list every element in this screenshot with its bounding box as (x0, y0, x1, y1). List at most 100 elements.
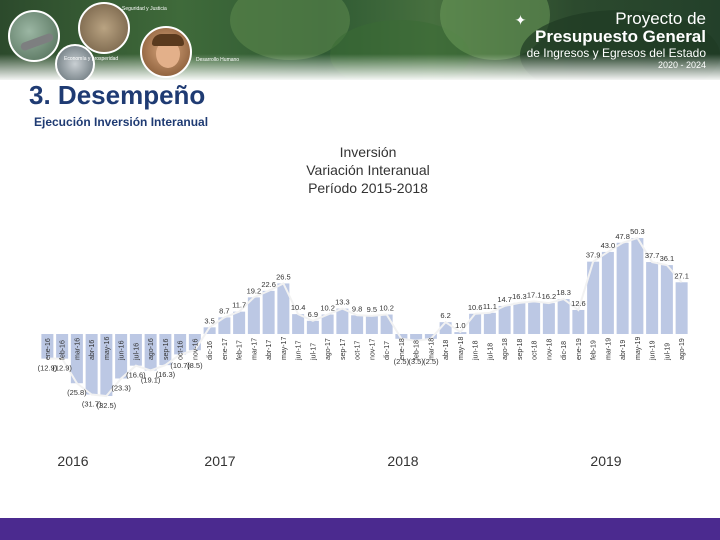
building-photo (78, 2, 130, 54)
x-tick-label: abr-16 (89, 340, 96, 360)
chart-bar (675, 282, 688, 334)
data-label: 11.1 (483, 302, 497, 311)
x-tick-label: jul-16 (133, 343, 140, 361)
x-tick-label: jul-19 (664, 343, 671, 361)
x-tick-label: feb-16 (60, 340, 67, 360)
data-label: 37.7 (645, 251, 660, 260)
x-tick-label: feb-19 (591, 340, 598, 360)
chart-bar (247, 297, 260, 334)
chart-bar (351, 315, 364, 334)
chart-bar (513, 302, 526, 334)
chart-bar (129, 334, 142, 366)
chart-bar (292, 314, 305, 334)
star-icon: ✦ (514, 12, 527, 28)
data-label: 37.9 (586, 251, 601, 260)
chart-bar (542, 303, 555, 334)
chart-bar (587, 261, 600, 334)
chart-title: Inversión Variación Interanual Período 2… (268, 143, 468, 197)
chart-bar (70, 334, 83, 384)
data-label: (12.9) (52, 364, 72, 373)
data-label: (2.5) (394, 357, 410, 366)
section-number: 3. (29, 80, 51, 110)
data-label: 6.2 (440, 311, 450, 320)
data-label: (12.9) (38, 364, 58, 373)
x-tick-label: dic-18 (561, 341, 568, 360)
logo-line-1: Proyecto de (615, 9, 706, 28)
logo-line-3: de Ingresos y Egresos del Estado (526, 46, 706, 60)
child-photo (140, 26, 192, 78)
data-label: (8.5) (187, 361, 203, 370)
data-label: (19.1) (141, 375, 161, 384)
data-label: 3.5 (204, 316, 214, 325)
x-tick-label: may-19 (635, 337, 642, 360)
chart-bar (424, 334, 437, 339)
year-label: 2017 (204, 453, 235, 469)
x-tick-label: nov-18 (546, 338, 553, 360)
x-tick-label: sep-18 (517, 338, 524, 360)
x-tick-label: mar-19 (605, 338, 612, 360)
x-tick-label: oct-17 (355, 340, 362, 360)
section-name: Desempeño (57, 80, 206, 110)
chart-bar (439, 322, 452, 334)
x-tick-label: oct-16 (178, 340, 185, 360)
chart-bar (601, 251, 614, 334)
chart-bar (572, 309, 585, 334)
data-label: (3.5) (408, 357, 424, 366)
chart-bar (365, 315, 378, 334)
data-label: 10.2 (379, 304, 394, 313)
chart-bar (483, 312, 496, 334)
year-label: 2018 (387, 453, 418, 469)
data-label: 9.8 (352, 304, 362, 313)
footer-bar (0, 518, 720, 540)
x-tick-label: ene-17 (222, 338, 229, 360)
x-tick-label: ago-18 (502, 338, 509, 360)
x-tick-label: may-16 (104, 337, 111, 360)
x-tick-label: jul-18 (487, 343, 494, 361)
chart-series-line (47, 236, 683, 398)
year-label: 2016 (57, 453, 88, 469)
x-tick-label: ago-19 (679, 338, 686, 360)
x-tick-label: ene-18 (399, 338, 406, 360)
banner-label-economy: Economía y prosperidad (64, 56, 119, 62)
data-label: 13.3 (335, 298, 350, 307)
data-label: 10.4 (291, 303, 306, 312)
chart-bar (631, 238, 644, 334)
data-label: 16.2 (542, 292, 557, 301)
chart-bar (410, 334, 423, 341)
data-label: (25.8) (67, 388, 87, 397)
x-tick-label: ago-16 (148, 338, 155, 360)
data-label: (16.6) (126, 371, 146, 380)
chart-bar (306, 320, 319, 334)
logo-line-4: 2020 - 2024 (657, 60, 706, 70)
data-label: 10.2 (320, 304, 335, 313)
x-tick-label: jun-16 (119, 340, 126, 361)
chart-title-line-3: Período 2015-2018 (308, 180, 428, 196)
chart-bar (233, 311, 246, 334)
x-tick-label: feb-17 (237, 340, 244, 360)
chart-bar (277, 283, 290, 334)
chart-bar (380, 314, 393, 334)
logo-line-2: Presupuesto General (534, 27, 706, 46)
x-tick-label: sep-16 (163, 338, 170, 360)
data-label: (31.7) (82, 400, 102, 409)
chart-bar (41, 334, 54, 359)
chart-bar (262, 290, 275, 334)
x-tick-label: abr-17 (266, 340, 273, 360)
data-label: 8.7 (219, 306, 229, 315)
x-tick-label: may-17 (281, 337, 288, 360)
x-tick-label: dic-16 (207, 341, 214, 360)
economy-photo (55, 44, 95, 80)
data-label: (2.5) (423, 357, 439, 366)
data-label: 27.1 (674, 271, 689, 280)
x-tick-label: nov-17 (369, 338, 376, 360)
banner-label-development: Desarrollo Humano (196, 57, 240, 63)
x-tick-label: mar-16 (74, 338, 81, 360)
x-tick-label: abr-19 (620, 340, 627, 360)
x-tick-label: jul-17 (310, 343, 317, 361)
x-tick-label: oct-18 (532, 340, 539, 360)
x-tick-label: ene-19 (576, 338, 583, 360)
data-label: (32.5) (97, 401, 117, 410)
chart-bar (85, 334, 98, 395)
chart-bar (660, 265, 673, 334)
chart-bar (469, 313, 482, 334)
